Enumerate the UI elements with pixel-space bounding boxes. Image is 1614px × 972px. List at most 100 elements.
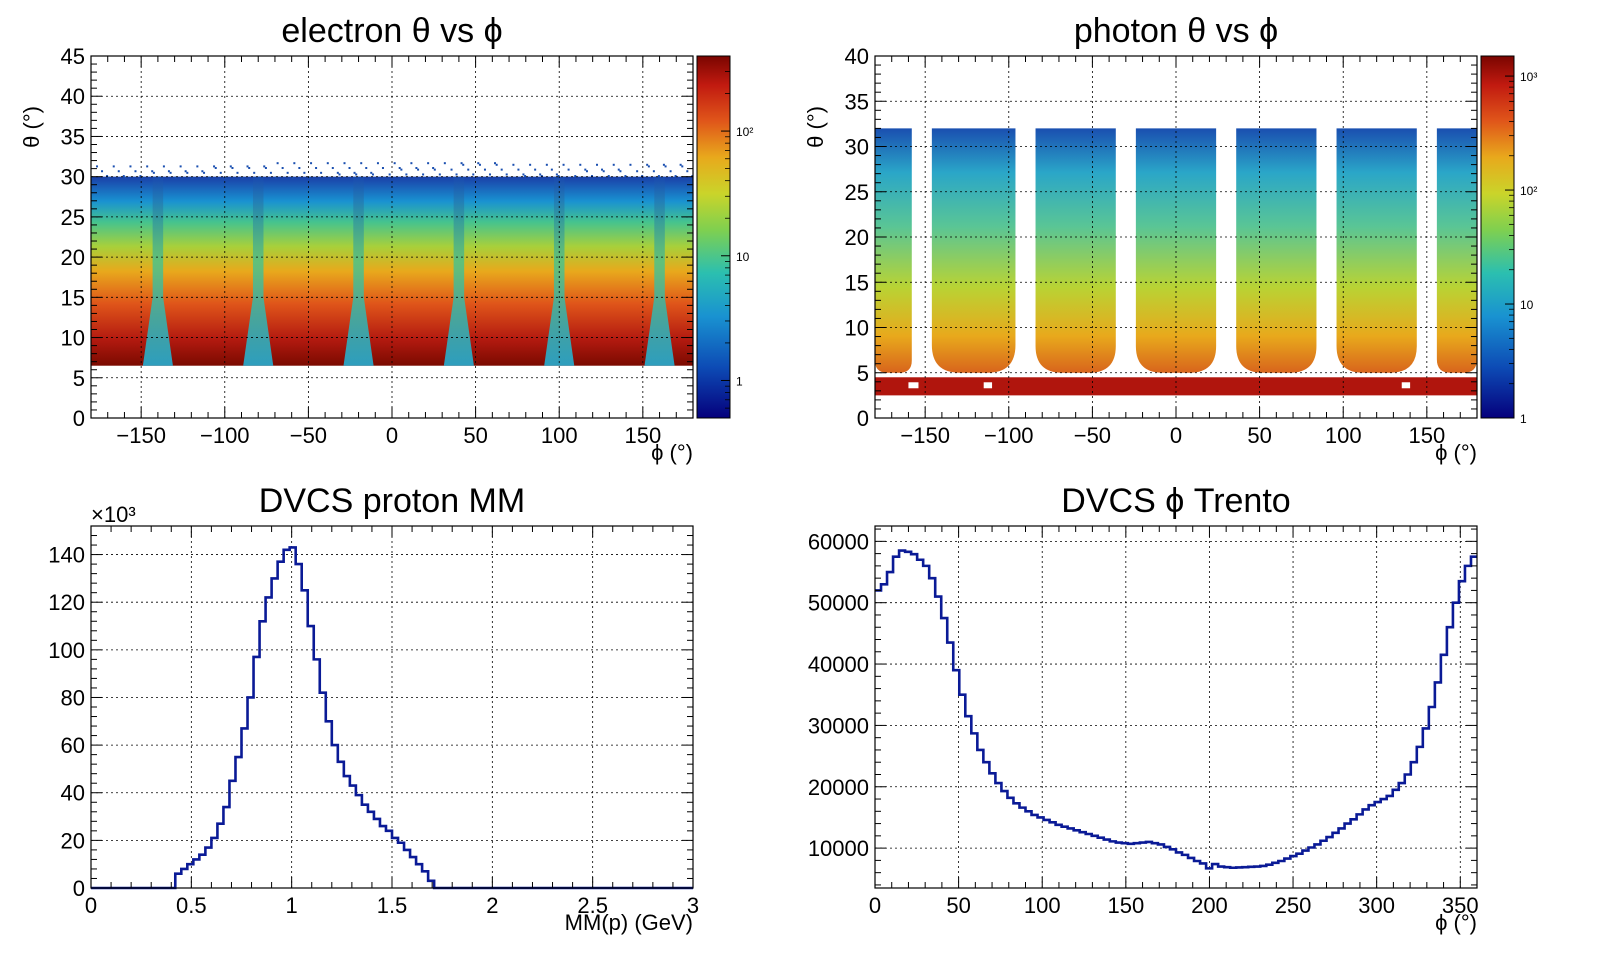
chart2-title: photon θ vs ϕ bbox=[1074, 12, 1278, 50]
chart2-ytick-label: 20 bbox=[845, 225, 869, 250]
chart3-xtick-label: 0 bbox=[85, 893, 97, 918]
chart1-edge-hit bbox=[129, 165, 132, 168]
chart1-edge-hit bbox=[539, 173, 542, 176]
chart1-edge-hit bbox=[443, 162, 446, 165]
chart1-xtick-label: 100 bbox=[541, 423, 578, 448]
chart1-edge-hit bbox=[169, 171, 172, 174]
chart4-ytick-label: 60000 bbox=[808, 529, 869, 554]
chart1-edge-hit bbox=[276, 162, 279, 165]
chart2-colorbar-label: 10 bbox=[1520, 298, 1534, 312]
chart1-title: electron θ vs ϕ bbox=[281, 12, 502, 50]
chart2-sector bbox=[1436, 128, 1477, 373]
chart1-colorbar: 1 10 10² bbox=[696, 55, 753, 419]
chart1-edge-hit bbox=[669, 170, 672, 173]
chart1-edge-hit bbox=[398, 167, 401, 170]
chart1-edge-hit bbox=[281, 167, 284, 170]
chart1-edge-hit bbox=[522, 173, 525, 176]
chart4-xtick-label: 100 bbox=[1024, 893, 1061, 918]
chart3-ytick-label: 100 bbox=[48, 638, 85, 663]
chart3-ytick-label: 80 bbox=[61, 685, 85, 710]
chart2-colorbar-label: 1 bbox=[1520, 412, 1527, 426]
chart1-edge-hit bbox=[141, 176, 144, 179]
chart1-edge-hit bbox=[112, 165, 115, 168]
chart4-step-line bbox=[875, 549, 1477, 870]
chart1-edge-hit bbox=[203, 171, 206, 174]
chart1-edge-hit bbox=[326, 162, 329, 165]
chart1-colorbar-label: 1 bbox=[736, 374, 743, 388]
chart1-edge-hit bbox=[253, 171, 256, 174]
chart1-edge-hit bbox=[579, 163, 582, 166]
chart1-edge-hit bbox=[298, 167, 301, 170]
chart1-edge-hit bbox=[602, 170, 605, 173]
chart3: 0 0.5 1 1.5 2 2.5 3 0 20 40 60 80 100 120 140 DVCS prot… bbox=[48, 482, 699, 935]
chart2-sector bbox=[931, 128, 1016, 373]
chart4-xtick-label: 350 bbox=[1442, 893, 1479, 918]
chart2-xtick-label: 100 bbox=[1325, 423, 1362, 448]
chart1-edge-hit bbox=[641, 175, 644, 178]
chart1-edge-hit bbox=[636, 170, 639, 173]
chart4-xtick-label: 200 bbox=[1191, 893, 1228, 918]
chart1-edge-hit bbox=[574, 175, 577, 178]
chart1-sector-gap bbox=[142, 176, 173, 366]
chart3-title: DVCS proton MM bbox=[259, 482, 525, 520]
chart1-edge-hit bbox=[315, 167, 318, 170]
chart1-edge-hit bbox=[555, 173, 558, 176]
chart1-ytick-label: 35 bbox=[61, 124, 85, 149]
chart1-edge-hit bbox=[438, 173, 441, 176]
chart1-xlabel: ϕ (°) bbox=[651, 440, 693, 465]
chart2-ytick-label: 10 bbox=[845, 316, 869, 341]
chart1-edge-hit bbox=[415, 167, 418, 170]
chart1-ytick-label: 45 bbox=[61, 44, 85, 69]
chart1-edge-hit bbox=[224, 176, 227, 179]
chart2-ylabel: θ (°) bbox=[803, 106, 828, 148]
chart1-ytick-label: 0 bbox=[73, 406, 85, 431]
chart1-edge-hit bbox=[619, 170, 622, 173]
chart2-xtick-label: 50 bbox=[1247, 423, 1271, 448]
chart1-edge-hit bbox=[162, 165, 165, 168]
chart1-edge-hit bbox=[686, 170, 689, 173]
chart1-edge-hit bbox=[264, 167, 267, 170]
chart1-sector-gap bbox=[343, 176, 374, 366]
chart2-colorbar-scale bbox=[1480, 55, 1515, 419]
chart1-edge-hit bbox=[405, 173, 408, 176]
chart1-edge-hit bbox=[174, 176, 177, 179]
chart3-xtick-label: 3 bbox=[687, 893, 699, 918]
chart3-grid bbox=[91, 526, 693, 888]
chart1-edge-hit bbox=[624, 175, 627, 178]
chart1-edge-hit bbox=[184, 170, 187, 173]
chart4-xtick-label: 150 bbox=[1107, 893, 1144, 918]
chart4-ytick-label: 40000 bbox=[808, 652, 869, 677]
chart1-ytick-label: 15 bbox=[61, 285, 85, 310]
chart1-edge-hit bbox=[662, 163, 665, 166]
chart1-edge-hit bbox=[467, 168, 470, 171]
chart1-edge-hit bbox=[432, 167, 435, 170]
chart1-edge-hit bbox=[219, 171, 222, 174]
chart1-edge-hit bbox=[427, 162, 430, 165]
chart1-edge-hit bbox=[336, 171, 339, 174]
chart1-edge-hit bbox=[348, 167, 351, 170]
chart1-xtick-label: 150 bbox=[624, 423, 661, 448]
chart3-xtick-label: 2 bbox=[486, 893, 498, 918]
chart1-edge-hit bbox=[381, 167, 384, 170]
chart1-edge-hit bbox=[478, 163, 481, 166]
chart1-edge-hit bbox=[590, 175, 593, 178]
chart1-edge-hit bbox=[134, 170, 137, 173]
chart3-ytick-label: 60 bbox=[61, 733, 85, 758]
chart3-xtick-label: 1 bbox=[286, 893, 298, 918]
chart1-edge-hit bbox=[617, 168, 620, 171]
chart1-edge-hit bbox=[567, 168, 570, 171]
chart4-title: DVCS ϕ Trento bbox=[1061, 482, 1290, 520]
chart1-edge-hit bbox=[400, 168, 403, 171]
chart2: −150 −100 −50 0 50 100 150 0 5 10 15 20 25 30 35 40 phot… bbox=[803, 12, 1537, 465]
chart1-xtick-label: 0 bbox=[386, 423, 398, 448]
chart1-edge-hit bbox=[477, 162, 480, 165]
chart3-ytick-label: 140 bbox=[48, 543, 85, 568]
chart4-xlabel: ϕ (°) bbox=[1435, 910, 1477, 935]
chart1-edge-hit bbox=[422, 173, 425, 176]
chart1-ytick-label: 20 bbox=[61, 245, 85, 270]
chart1-edge-hit bbox=[151, 170, 154, 173]
chart2-ytick-label: 30 bbox=[845, 135, 869, 160]
chart1-edge-hit bbox=[231, 167, 234, 170]
chart1-grid bbox=[91, 56, 693, 418]
chart1-ytick-label: 30 bbox=[61, 165, 85, 190]
